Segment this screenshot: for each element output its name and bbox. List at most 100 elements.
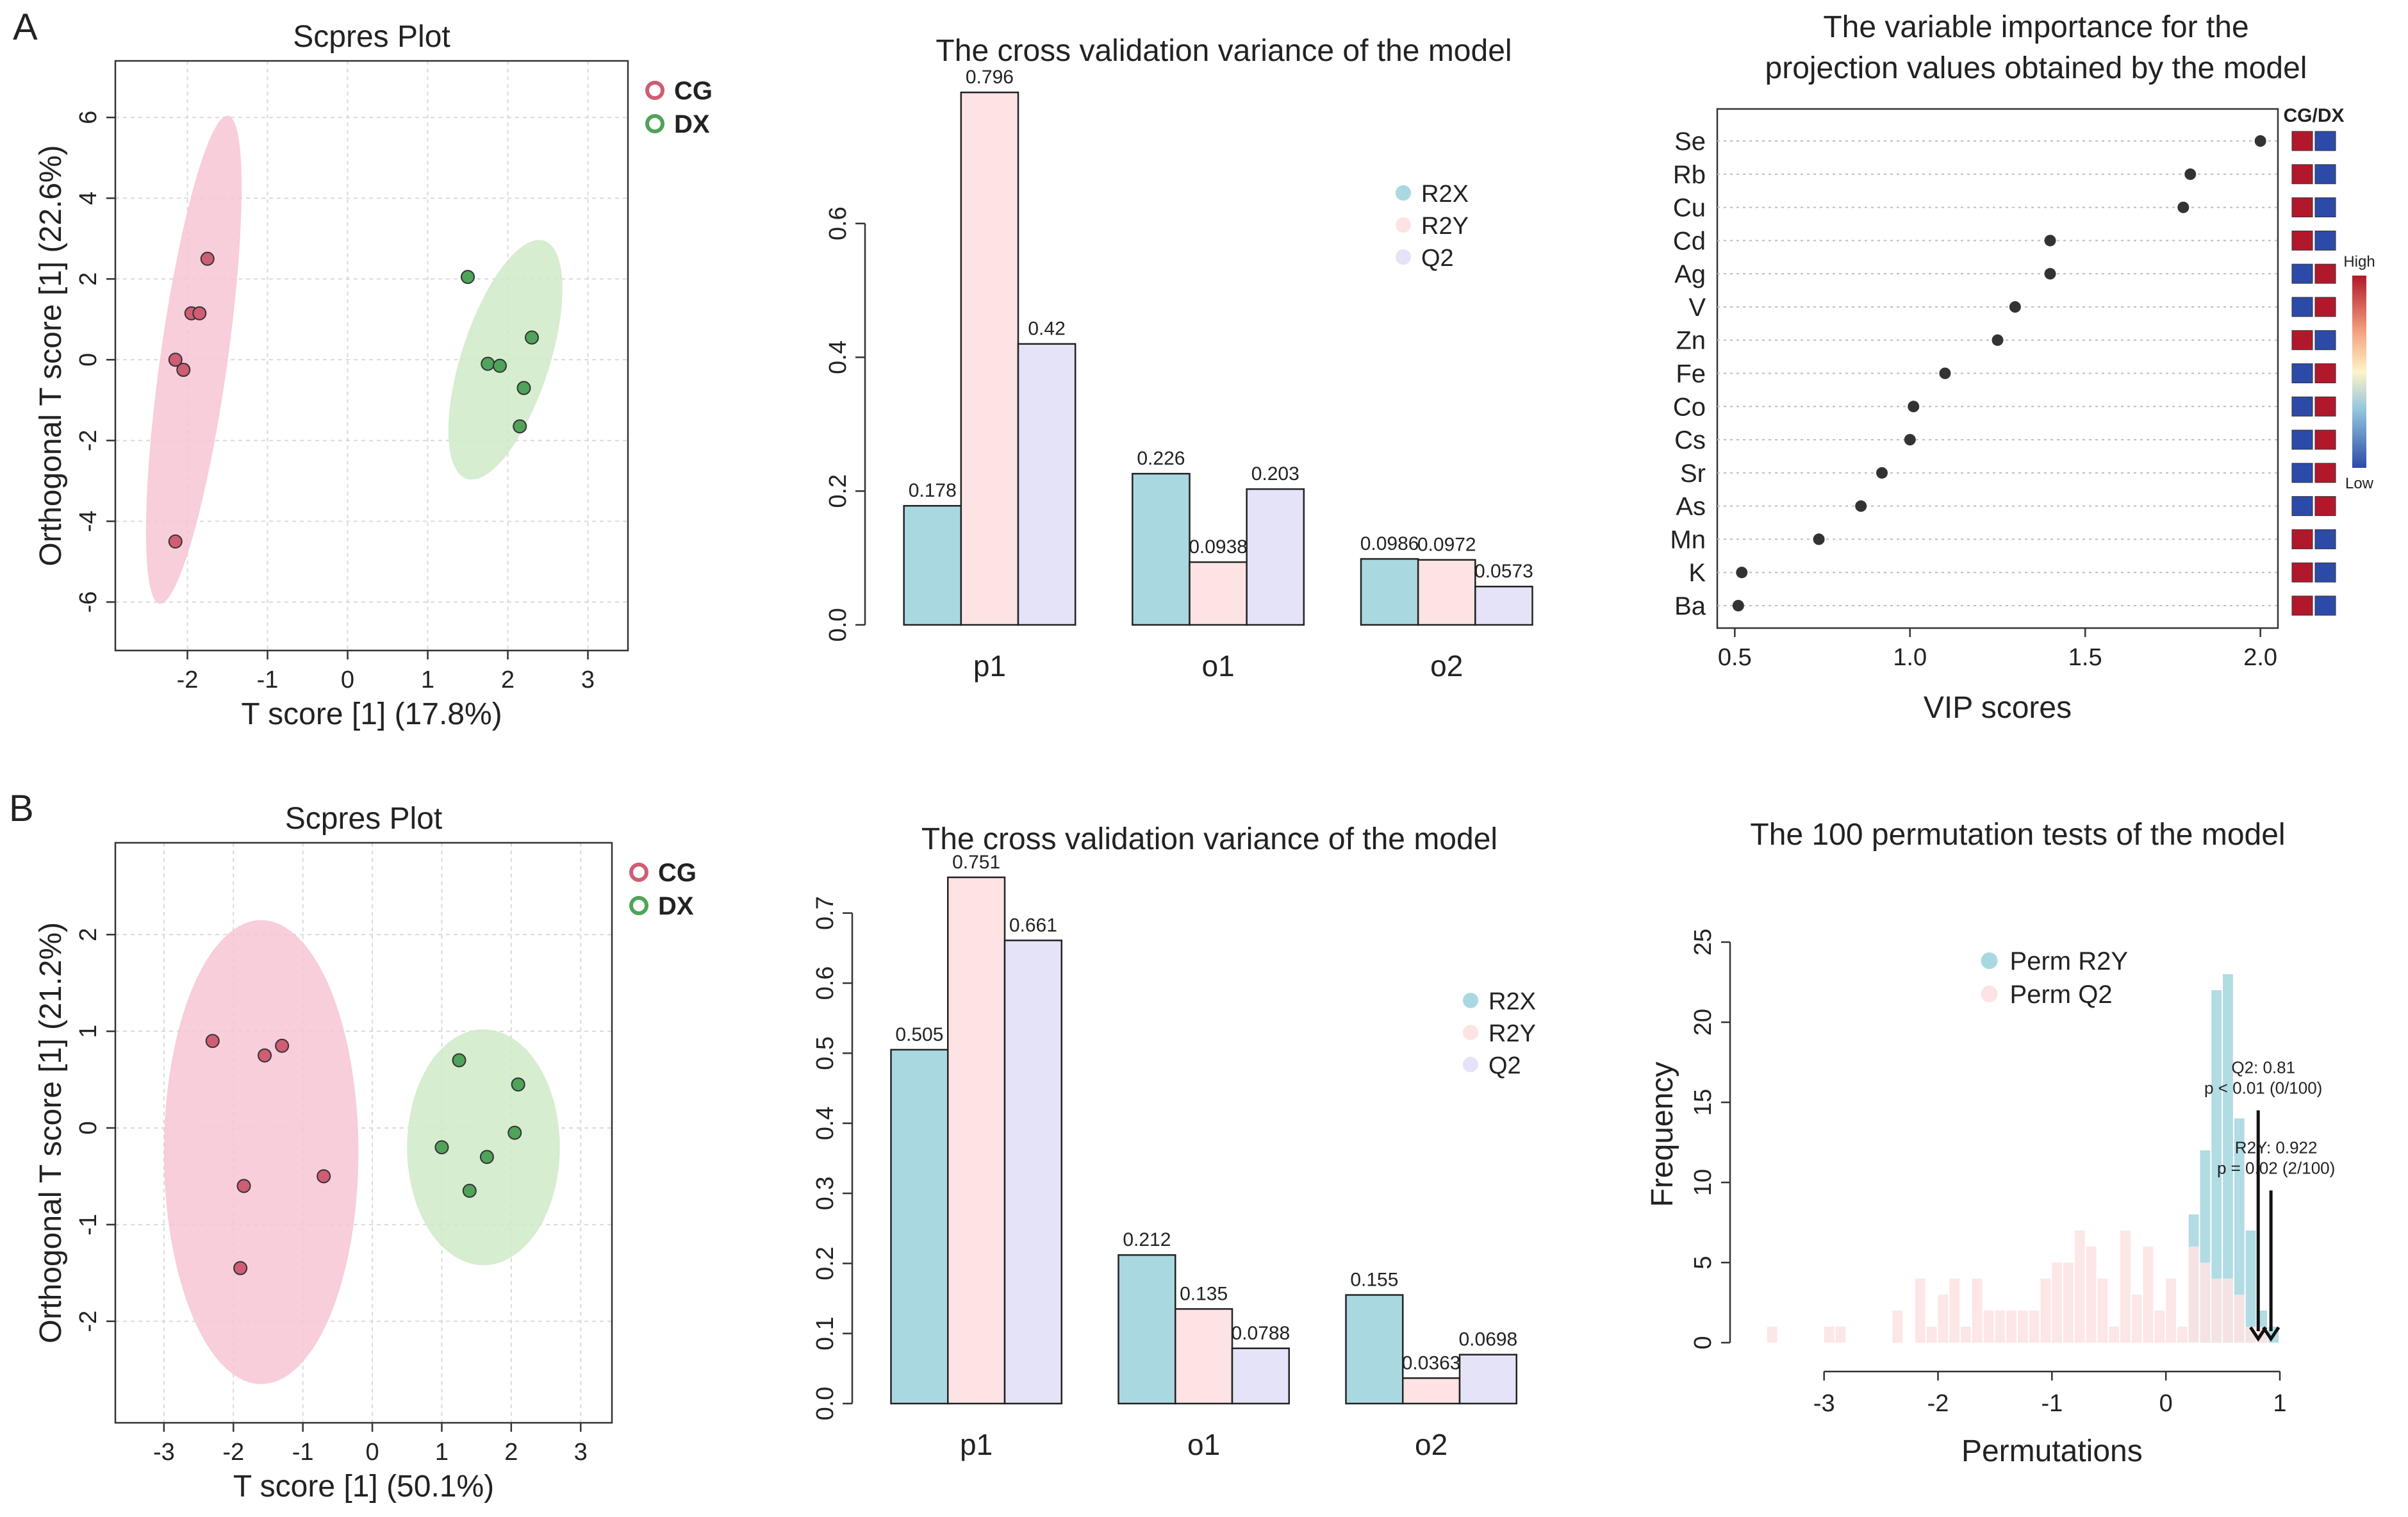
- cg-score-point: [275, 1038, 290, 1053]
- cg-legend-label: CG: [658, 859, 697, 887]
- bar-value-label: 0.155: [1350, 1270, 1398, 1291]
- cg-score-point: [317, 1169, 331, 1184]
- bar-value-label: 0.0363: [1402, 1352, 1461, 1373]
- perm-q2-legend-marker: [1981, 986, 1998, 1002]
- q2-bar: [1458, 1354, 1517, 1405]
- r2x-legend-marker: [1396, 185, 1411, 201]
- dx-score-point: [434, 1140, 449, 1155]
- x-tick-label: 0: [365, 1439, 379, 1466]
- dx-score-point: [461, 270, 475, 285]
- y-tick-label: 5: [1690, 1256, 1717, 1269]
- r2x-bar: [903, 504, 962, 626]
- x-tick-label: 2: [501, 667, 515, 693]
- bar-value-label: 0.0698: [1458, 1329, 1517, 1350]
- bar-value-label: 0.0938: [1189, 536, 1248, 558]
- perm-q2-bar: [2211, 1279, 2222, 1343]
- cg-heat-cell: [2291, 496, 2313, 517]
- x-tick-label: -1: [2041, 1390, 2063, 1417]
- y-tick-label: 0.1: [812, 1316, 839, 1350]
- annotation-label: R2Y: 0.922: [2235, 1138, 2318, 1157]
- y-tick-label: -6: [75, 591, 102, 613]
- x-axis-label: Permutations: [1961, 1434, 2143, 1468]
- r2y-bar: [960, 91, 1019, 626]
- perm-q2-bar: [1835, 1327, 1846, 1343]
- x-tick-label: 0: [2159, 1390, 2173, 1417]
- variable-label: K: [1688, 559, 1706, 587]
- x-tick-label: 2: [504, 1439, 518, 1466]
- dx-score-point: [511, 1077, 525, 1092]
- variable-label: Ba: [1674, 592, 1706, 620]
- y-tick-label: 0.4: [812, 1106, 839, 1140]
- r2y-bar: [1402, 1377, 1461, 1405]
- annotation-arrow-head: [2262, 1326, 2280, 1342]
- bar-value-label: 0.661: [1009, 915, 1057, 936]
- perm-q2-bar: [2188, 1247, 2199, 1343]
- perm-r2y-bar: [2234, 1118, 2245, 1343]
- dx-heat-cell: [2314, 363, 2336, 383]
- r2y-bar: [947, 876, 1006, 1405]
- annotation-pvalue-label: p = 0.02 (2/100): [2217, 1159, 2335, 1178]
- panel-a-score-plot: -2 -1 0 1 2 3 -6 -4 -2 0 2 4 6 Scpres Plot T score [1]…: [34, 20, 713, 731]
- y-tick-label: 0.3: [812, 1177, 839, 1211]
- x-tick-label: 3: [581, 667, 595, 693]
- q2-bar: [1246, 488, 1305, 626]
- x-tick-label: 1: [435, 1439, 449, 1466]
- variable-label: Se: [1674, 128, 1706, 156]
- dx-heat-cell: [2314, 429, 2336, 450]
- perm-q2-bar: [2177, 1327, 2188, 1343]
- r2x-bar: [890, 1049, 949, 1405]
- dx-score-point: [452, 1053, 466, 1068]
- x-tick-label: 2.0: [2243, 644, 2277, 671]
- x-tick-label: -2: [222, 1439, 244, 1466]
- dx-score-point: [493, 358, 507, 373]
- vip-point: [1992, 334, 2004, 346]
- color-scale-high-label: High: [2343, 253, 2375, 270]
- perm-q2-bar: [1938, 1295, 1949, 1343]
- r2y-legend-label: R2Y: [1421, 213, 1469, 240]
- color-scale-low-label: Low: [2345, 475, 2374, 492]
- plot-frame: [114, 841, 613, 1424]
- chart-title: The cross validation variance of the mod…: [936, 34, 1512, 68]
- dx-heat-cell: [2314, 396, 2336, 417]
- variable-label: Sr: [1680, 460, 1706, 488]
- variable-label: Fe: [1676, 360, 1706, 388]
- q2-bar: [1231, 1347, 1290, 1405]
- x-tick-label: 1: [421, 667, 434, 693]
- dx-heat-cell: [2314, 131, 2336, 151]
- cg-heat-cell: [2291, 396, 2313, 417]
- perm-q2-bar: [2097, 1279, 2108, 1343]
- variable-label: As: [1676, 493, 1706, 521]
- perm-q2-bar: [1961, 1327, 1971, 1343]
- perm-q2-bar: [2109, 1327, 2120, 1343]
- perm-q2-bar: [1983, 1311, 1994, 1343]
- y-tick-label: 0.2: [825, 474, 852, 508]
- r2y-legend-marker: [1396, 217, 1411, 233]
- panel-label-a: A: [13, 6, 38, 48]
- x-tick-label: 0: [341, 667, 354, 693]
- y-tick-label: 0.6: [825, 206, 852, 240]
- x-axis-label: T score [1] (17.8%): [241, 697, 502, 731]
- perm-q2-bar: [1972, 1279, 1983, 1343]
- cg-score-point: [236, 1179, 251, 1193]
- q2-bar: [1017, 343, 1076, 626]
- x-tick-label: 3: [574, 1439, 588, 1466]
- y-tick-label: 0: [75, 353, 102, 367]
- bar-value-label: 0.0788: [1231, 1323, 1290, 1344]
- x-tick-label: -3: [153, 1439, 175, 1466]
- vip-point: [1876, 467, 1888, 479]
- perm-q2-bar: [2029, 1311, 2040, 1343]
- y-tick-label: 6: [75, 111, 102, 124]
- cg-heat-cell: [2291, 197, 2313, 218]
- dx-score-point: [525, 330, 539, 345]
- dx-score-point: [481, 356, 495, 371]
- cg-score-point: [168, 534, 183, 549]
- r2x-bar: [1360, 558, 1419, 626]
- r2x-bar: [1132, 472, 1191, 626]
- bar-value-label: 0.203: [1251, 463, 1299, 485]
- perm-q2-bar: [2040, 1279, 2051, 1343]
- r2y-legend-label: R2Y: [1489, 1020, 1536, 1047]
- dx-score-point: [479, 1150, 494, 1165]
- chart-title: Scpres Plot: [285, 802, 442, 836]
- annotation-arrow-head: [2249, 1326, 2268, 1342]
